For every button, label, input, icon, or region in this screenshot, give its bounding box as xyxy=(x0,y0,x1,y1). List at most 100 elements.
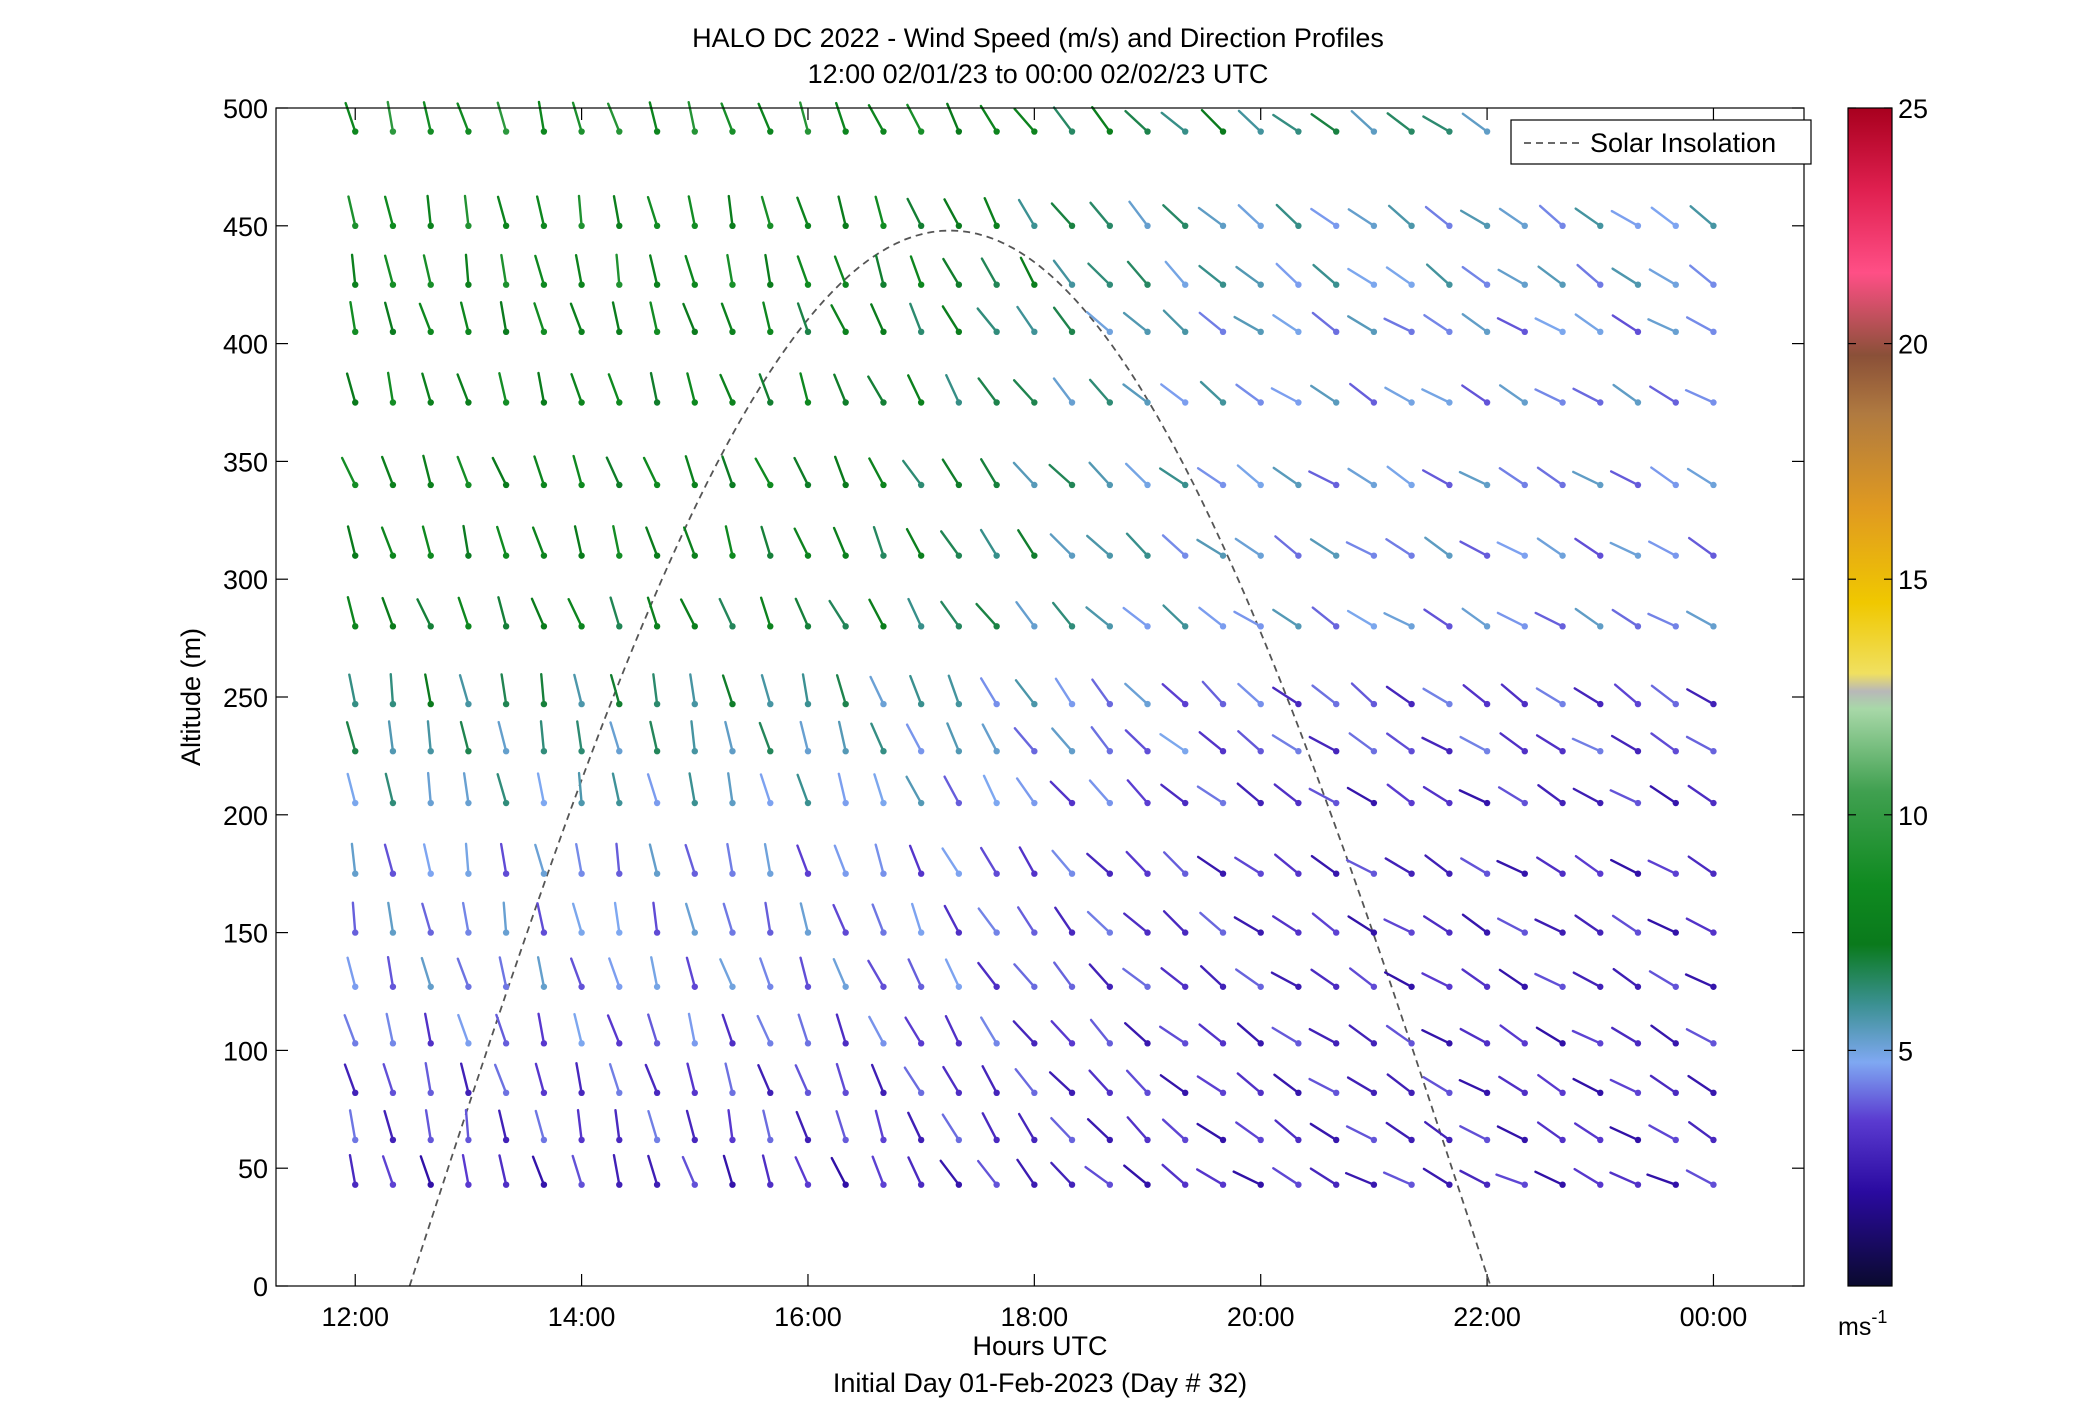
wind-barb-stem xyxy=(386,955,395,988)
wind-barb-stem xyxy=(904,1016,923,1045)
wind-barb-stem xyxy=(1158,1025,1187,1045)
wind-barb-point xyxy=(352,983,359,990)
wind-barb-point xyxy=(1521,1136,1528,1144)
wind-barb-stem xyxy=(1421,736,1451,753)
wind-barb-point xyxy=(1559,399,1566,406)
wind-barb-point xyxy=(540,983,548,990)
wind-barb-point xyxy=(1370,1089,1378,1097)
wind-barb-stem xyxy=(1122,383,1149,404)
wind-barb-point xyxy=(1446,799,1453,807)
wind-barb-point xyxy=(842,623,849,630)
wind-barb-point xyxy=(1182,799,1189,807)
wind-barb-point xyxy=(691,747,698,755)
wind-barb-point xyxy=(691,700,698,708)
wind-barb-point xyxy=(880,623,887,630)
wind-barb-point xyxy=(1483,1089,1491,1097)
wind-barb-stem xyxy=(1684,973,1715,988)
wind-barb-point xyxy=(767,929,774,936)
wind-barb-stem xyxy=(687,1012,696,1045)
wind-barb-stem xyxy=(1574,607,1602,628)
wind-barb-point xyxy=(1333,1181,1340,1188)
wind-barb-stem xyxy=(605,456,621,487)
wind-barb-stem xyxy=(387,901,395,934)
wind-barb-stem xyxy=(496,195,508,228)
wind-barb-point xyxy=(1144,747,1151,755)
wind-barb-stem xyxy=(1384,386,1413,404)
wind-barb-stem xyxy=(835,674,847,706)
wind-barb-point xyxy=(540,747,548,755)
wind-barb-point xyxy=(1672,870,1679,877)
wind-barb-point xyxy=(502,983,510,990)
wind-barb-point xyxy=(842,399,849,406)
wind-barb-point xyxy=(1483,552,1491,559)
wind-barb-point xyxy=(1446,222,1453,229)
wind-barb-point xyxy=(1634,747,1642,755)
wind-barb-stem xyxy=(1571,737,1602,753)
wind-barb-point xyxy=(502,1136,510,1144)
wind-barb-stem xyxy=(607,373,621,404)
wind-barb-stem xyxy=(867,375,885,404)
wind-barb-stem xyxy=(1310,207,1338,228)
wind-barb-stem xyxy=(1235,265,1262,286)
wind-barb-point xyxy=(1257,1040,1264,1047)
wind-barb-stem xyxy=(1613,683,1640,706)
chart-title: HALO DC 2022 - Wind Speed (m/s) and Dire… xyxy=(692,23,1384,53)
wind-barb-stem xyxy=(946,722,961,753)
wind-barb-stem xyxy=(573,1012,583,1045)
wind-barb-point xyxy=(1144,552,1151,559)
wind-barb-point xyxy=(1710,1089,1717,1097)
wind-barb-stem xyxy=(868,598,885,628)
wind-barb-stem xyxy=(1498,968,1526,988)
wind-barb-stem xyxy=(1162,910,1187,934)
wind-barb-point xyxy=(1333,1089,1340,1097)
wind-barb-stem xyxy=(614,1108,621,1142)
wind-barb-point xyxy=(1483,399,1491,406)
x-tick-label: 12:00 xyxy=(321,1302,389,1332)
wind-barb-stem xyxy=(611,772,621,805)
wind-barb-stem xyxy=(1574,207,1602,228)
wind-barb-point xyxy=(1182,870,1189,877)
wind-barb-stem xyxy=(835,1062,847,1095)
wind-barb-stem xyxy=(1646,1173,1677,1186)
wind-barb-stem xyxy=(837,772,847,805)
wind-barb-point xyxy=(1295,983,1302,990)
wind-barb-stem xyxy=(686,1062,696,1095)
wind-barb-stem xyxy=(609,596,621,628)
wind-barb-stem xyxy=(1086,910,1112,934)
wind-barb-stem xyxy=(1496,317,1526,334)
wind-barb-point xyxy=(1634,929,1642,936)
wind-barb-stem xyxy=(726,842,734,875)
wind-barb-stem xyxy=(645,526,659,557)
wind-barb-stem xyxy=(940,530,961,557)
wind-barb-stem xyxy=(533,455,546,487)
wind-barb-stem xyxy=(1122,311,1149,334)
wind-barb-point xyxy=(578,1040,585,1047)
wind-barb-point xyxy=(1333,281,1340,288)
wind-barb-stem xyxy=(799,720,810,753)
wind-barb-point xyxy=(1559,1136,1566,1144)
x-tick-label: 22:00 xyxy=(1453,1302,1521,1332)
wind-barb-stem xyxy=(573,525,583,557)
wind-barb-point xyxy=(427,1181,434,1188)
wind-barb-stem xyxy=(649,254,659,286)
wind-barb-stem xyxy=(1537,784,1564,805)
wind-barb-point xyxy=(653,870,661,877)
wind-barb-point xyxy=(729,747,736,755)
wind-barb-point xyxy=(616,747,623,755)
wind-barb-stem xyxy=(1088,779,1112,805)
wind-barb-point xyxy=(1408,870,1415,877)
wind-barb-stem xyxy=(1050,1117,1074,1142)
wind-barb-point xyxy=(427,128,434,135)
wind-barb-stem xyxy=(795,1110,810,1142)
wind-barb-point xyxy=(729,222,736,229)
wind-barb-stem xyxy=(1687,536,1715,557)
wind-barb-point xyxy=(842,128,849,135)
wind-barb-point xyxy=(389,1089,397,1097)
wind-barb-stem xyxy=(576,1108,583,1142)
wind-barb-stem xyxy=(759,957,772,988)
wind-barb-point xyxy=(1068,281,1076,288)
wind-barb-point xyxy=(767,552,774,559)
wind-barb-stem xyxy=(794,1156,810,1186)
wind-barb-point xyxy=(1483,1181,1491,1188)
wind-barb-point xyxy=(691,399,698,406)
